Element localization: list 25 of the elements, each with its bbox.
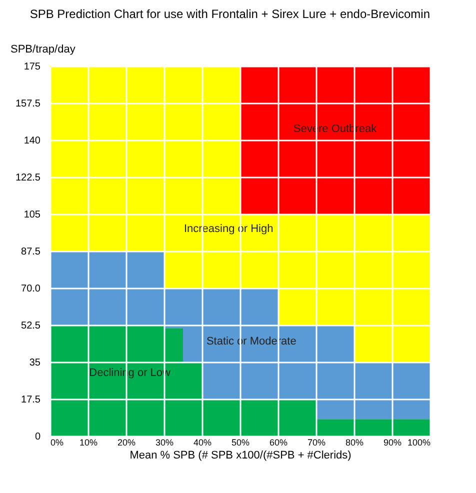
y-tick-label: 157.5	[15, 98, 41, 110]
y-tick-label: 122.5	[15, 172, 41, 184]
x-tick-label: 60%	[269, 438, 288, 448]
chart-title: SPB Prediction Chart for use with Frontalin + Sirex Lure + endo-Brevicomin	[30, 7, 430, 21]
x-tick-label: 0%	[50, 438, 64, 448]
x-tick-label: 100%	[407, 438, 430, 448]
x-tick-label: 80%	[345, 438, 364, 448]
y-tick-label: 52.5	[21, 320, 41, 332]
y-tick-label: 35	[29, 358, 41, 368]
y-tick-label: 105	[24, 210, 41, 220]
y-tick-label: 140	[24, 136, 41, 146]
x-tick-label: 50%	[231, 438, 250, 448]
x-tick-label: 10%	[79, 438, 98, 448]
y-tick-label: 0	[34, 432, 41, 442]
y-tick-label: 175	[24, 62, 41, 72]
x-tick-label: 40%	[193, 438, 212, 448]
y-axis-title: SPB/trap/day	[10, 44, 76, 56]
x-tick-label: 70%	[307, 438, 326, 448]
y-tick-label: 17.5	[21, 394, 41, 406]
x-axis-title: Mean % SPB (# SPB x100/(#SPB + #Clerids)	[130, 450, 352, 462]
x-tick-label: 90%	[383, 438, 402, 448]
y-tick-label: 70.0	[21, 284, 41, 294]
x-tick-label: 30%	[155, 438, 174, 448]
x-tick-label: 20%	[117, 438, 136, 448]
y-tick-label: 87.5	[21, 246, 41, 258]
